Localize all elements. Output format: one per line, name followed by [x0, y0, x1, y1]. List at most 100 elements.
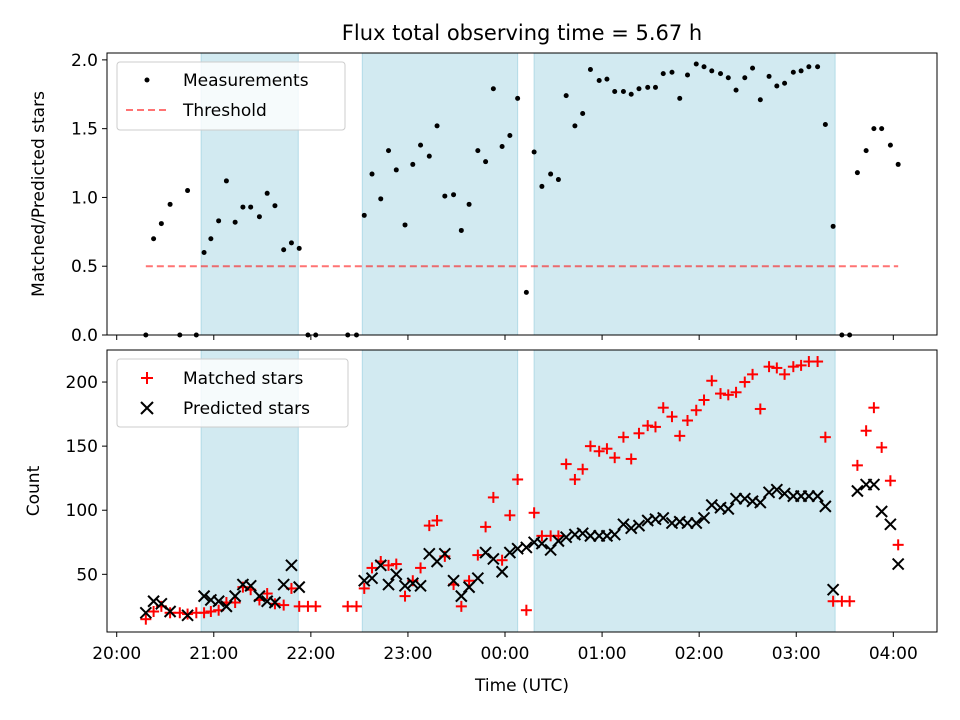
- matched-star-point: [390, 558, 402, 570]
- x-tick-label: 00:00: [481, 644, 530, 664]
- predicted-star-point: [495, 565, 509, 578]
- x-stroke-2: [690, 516, 703, 530]
- x-stroke-2: [568, 528, 582, 541]
- x-stroke-2: [479, 546, 492, 559]
- predicted-star-point: [147, 595, 160, 608]
- measurement-point: [442, 193, 448, 199]
- predicted-star-point: [875, 505, 888, 518]
- top-y-tick-label: 0.5: [71, 257, 98, 277]
- predicted-star-point: [705, 498, 718, 512]
- x-stroke-2: [244, 579, 257, 593]
- measurement-point: [361, 212, 367, 218]
- matched-star-point: [706, 375, 718, 387]
- measurement-point: [604, 76, 610, 82]
- measurement-point: [830, 223, 836, 229]
- measurement-point: [232, 219, 238, 225]
- measurement-point: [587, 67, 593, 73]
- x-stroke-2: [657, 511, 670, 525]
- measurement-point: [475, 148, 481, 154]
- matched-star-point: [795, 359, 807, 371]
- matched-star-point: [463, 575, 475, 587]
- x-tick-label: 04:00: [869, 644, 918, 664]
- measurement-points: [143, 61, 901, 338]
- measurement-point: [742, 75, 748, 81]
- matched-star-point: [593, 445, 605, 457]
- measurement-point: [548, 171, 554, 177]
- predicted-star-point: [722, 502, 735, 516]
- predicted-star-point: [851, 484, 864, 498]
- x-tick-label: 02:00: [675, 644, 724, 664]
- matched-star-point: [763, 361, 775, 373]
- x-stroke-2: [374, 559, 387, 572]
- predicted-star-point: [617, 518, 630, 531]
- matched-star-point: [148, 605, 160, 617]
- top-legend: Measurements Threshold: [116, 61, 346, 131]
- predicted-star-point: [277, 578, 290, 591]
- matched-star-point: [480, 521, 492, 533]
- matched-star-point: [520, 604, 532, 616]
- measurement-point: [660, 71, 666, 77]
- matched-star-point: [747, 368, 759, 380]
- matched-star-point: [860, 425, 872, 437]
- x-stroke-2: [851, 484, 864, 498]
- predicted-star-point: [471, 571, 485, 585]
- x-stroke-2: [600, 529, 614, 543]
- measurement-point: [628, 91, 634, 97]
- matched-star-point: [892, 539, 904, 551]
- measurement-point: [636, 86, 642, 92]
- predicted-star-point: [559, 530, 573, 544]
- predicted-star-point: [163, 605, 177, 618]
- matched-star-point: [487, 491, 499, 503]
- predicted-star-point: [738, 492, 751, 505]
- matched-star-point: [682, 415, 694, 426]
- measurement-point: [418, 142, 424, 148]
- predicted-star-point: [268, 596, 282, 609]
- legend-measurements-label: Measurements: [183, 71, 309, 91]
- measurement-point: [733, 87, 739, 93]
- measurement-point: [185, 188, 191, 194]
- predicted-star-point: [382, 578, 395, 591]
- measurement-point: [806, 64, 812, 70]
- measurement-point: [499, 144, 505, 150]
- predicted-star-point: [285, 559, 298, 572]
- measurement-point: [248, 204, 254, 210]
- predicted-star-point: [406, 577, 419, 590]
- x-stroke-2: [617, 518, 630, 531]
- measurement-point: [151, 236, 157, 242]
- predicted-star-point: [608, 528, 621, 541]
- matched-star-point: [577, 463, 589, 475]
- measurement-point: [555, 177, 561, 183]
- measurement-point: [822, 122, 828, 128]
- x-stroke-2: [390, 568, 403, 581]
- matched-star-point: [261, 588, 273, 600]
- measurement-point: [483, 159, 489, 165]
- measurement-point: [296, 245, 302, 251]
- matched-star-point: [504, 509, 516, 521]
- x-stroke-2: [220, 600, 233, 613]
- top-y-tick-label: 2.0: [71, 51, 98, 71]
- matched-star-point: [666, 411, 678, 423]
- predicted-star-point: [390, 568, 403, 581]
- legend-matched-glyph: [141, 372, 153, 384]
- matched-star-point: [205, 605, 217, 617]
- matched-star-point: [642, 420, 654, 432]
- matched-star-point: [787, 361, 799, 373]
- x-tick-label: 22:00: [286, 644, 335, 664]
- x-stroke-2: [495, 565, 509, 578]
- x-stroke-2: [778, 487, 791, 500]
- x-stroke-2: [625, 521, 638, 535]
- shaded-interval-3: [533, 349, 836, 633]
- matched-star-point: [278, 599, 290, 611]
- bottom-legend-box: [116, 358, 349, 428]
- matched-star-point: [383, 559, 395, 571]
- x-stroke-2: [762, 486, 776, 499]
- top-y-tick-label: 0.0: [71, 326, 98, 346]
- legend-predicted-marker: [140, 401, 154, 415]
- measurement-point: [507, 133, 513, 139]
- measurement-point: [879, 126, 885, 132]
- matched-star-point: [617, 431, 629, 443]
- top-legend-box: [116, 61, 346, 131]
- x-tick-label: 23:00: [383, 644, 432, 664]
- predicted-star-point: [819, 500, 832, 513]
- predicted-star-point: [552, 534, 565, 548]
